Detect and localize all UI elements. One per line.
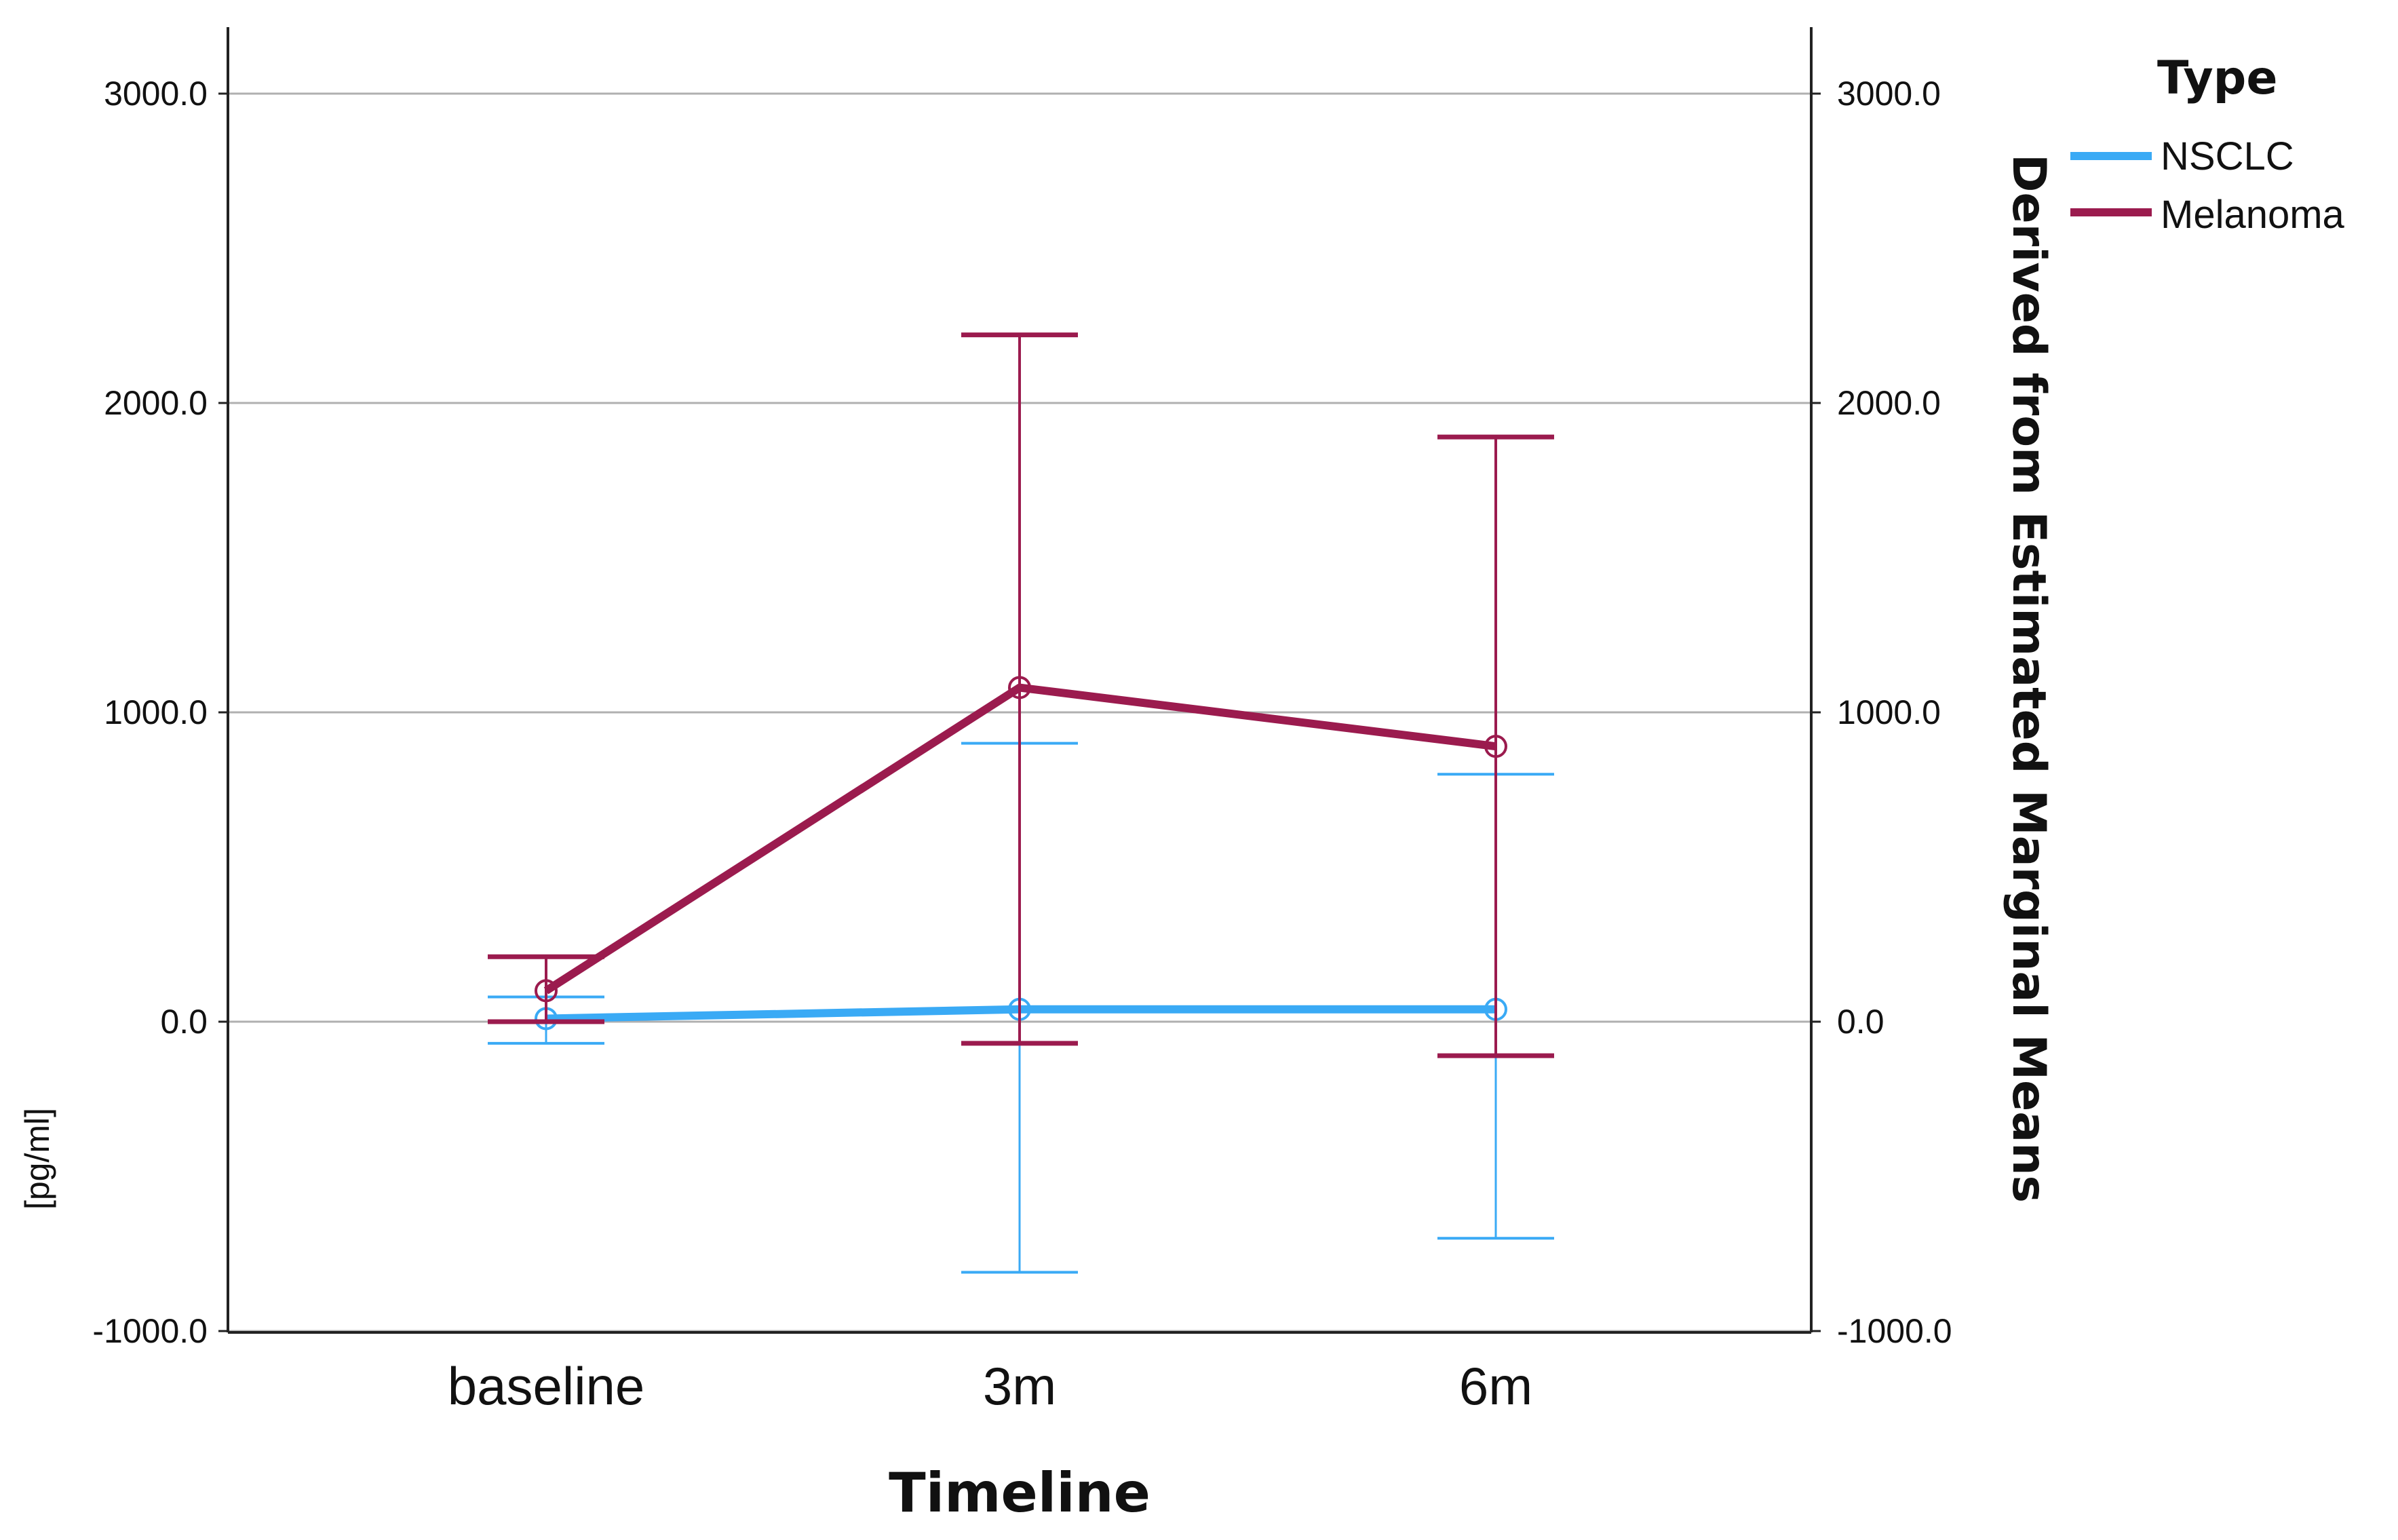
legend-label-melanoma: Melanoma: [2161, 193, 2345, 237]
x-axis-title: Timeline: [889, 1461, 1150, 1524]
x-tick-label: 6m: [1459, 1356, 1532, 1416]
y2-tick-label: 3000.0: [1837, 75, 1941, 113]
y2-axis-title: Derived from Estimated Marginal Means: [2002, 154, 2055, 1203]
data-point: [1008, 676, 1031, 699]
data-point: [535, 979, 558, 1003]
y2-tick-label: -1000.0: [1837, 1312, 1952, 1350]
x-tick-label: baseline: [448, 1356, 645, 1416]
series-melanoma: [488, 332, 1554, 1058]
legend: Type NSCLC Melanoma: [2070, 52, 2345, 237]
legend-title: Type: [2157, 52, 2277, 105]
y-tick-label: 3000.0: [104, 75, 208, 113]
series-line: [543, 683, 1496, 995]
y2-tick-label: 1000.0: [1837, 693, 1941, 731]
y-axis-title: [pg/ml]: [18, 1108, 56, 1210]
y2-tick-label: 0.0: [1837, 1003, 1884, 1041]
y-tick-label: 0.0: [160, 1003, 208, 1041]
y-tick-label: 2000.0: [104, 384, 208, 422]
x-tick-label: 3m: [983, 1356, 1056, 1416]
legend-label-nsclc: NSCLC: [2161, 134, 2294, 178]
y2-tick-label: 2000.0: [1837, 384, 1941, 422]
y-tick-label: 1000.0: [104, 693, 208, 731]
data-point: [1484, 735, 1507, 758]
y-tick-label: -1000.0: [92, 1312, 208, 1350]
